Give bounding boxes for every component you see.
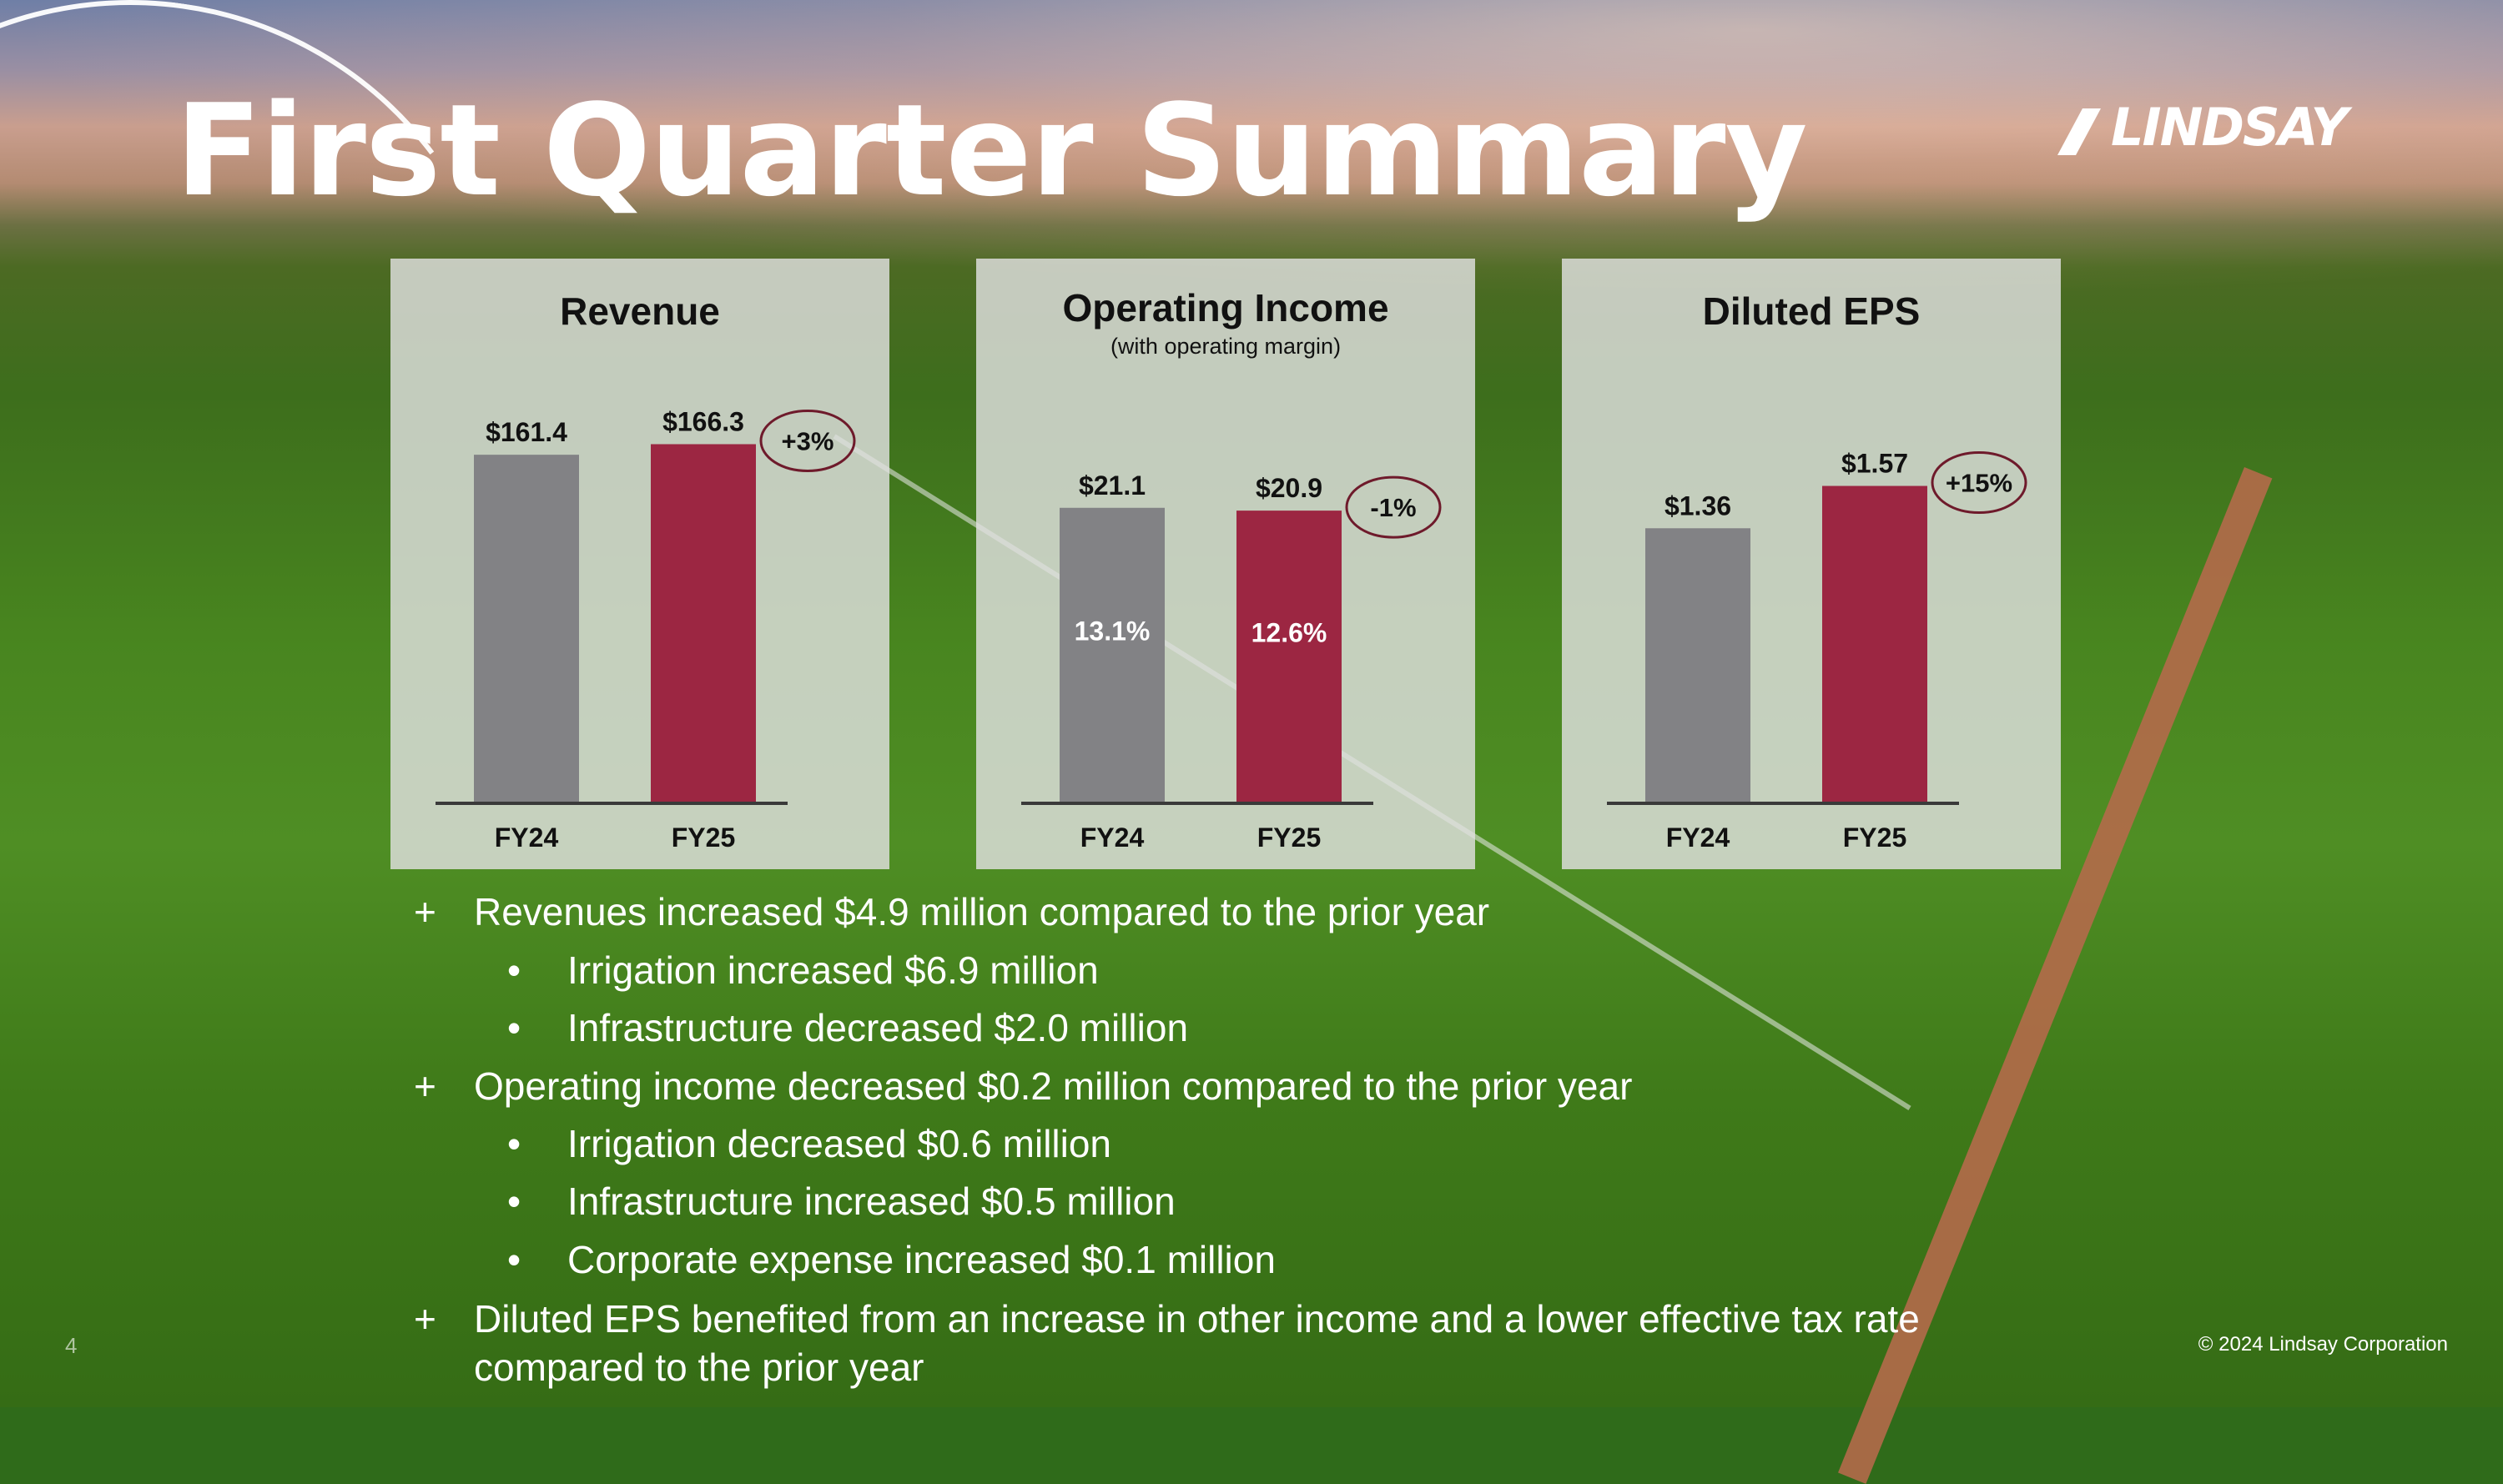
plus-marker-icon: +: [414, 890, 436, 933]
copyright: © 2024 Lindsay Corporation: [2198, 1333, 2448, 1356]
bullet-dot-icon: •: [507, 1180, 521, 1223]
logo-wordmark: LINDSAY: [2111, 97, 2348, 158]
change-callout-label: -1%: [1370, 493, 1416, 522]
bullet-text: Corporate expense increased $0.1 million: [567, 1238, 1276, 1281]
change-callout-oval: [759, 409, 856, 472]
data-label: $20.9: [1256, 473, 1322, 503]
bullet-text: Diluted EPS benefited from an increase i…: [474, 1297, 1920, 1341]
data-label: $1.36: [1664, 490, 1731, 521]
bullet-dot-icon: •: [507, 1006, 521, 1049]
change-callout-oval: [1931, 451, 2027, 515]
plus-marker-icon: +: [414, 1297, 436, 1341]
page-title: First Quarter Summary: [175, 77, 1808, 224]
x-tick-label: FY25: [672, 822, 735, 853]
bullet-text: Irrigation increased $6.9 million: [567, 948, 1099, 992]
operating-income-chart: $21.1 13.1% FY24 $20.9 12.6% FY25 -1%: [1021, 470, 1442, 853]
diluted-eps-chart: $1.36 FY24 $1.57 FY25 +15%: [1607, 449, 2027, 853]
page-number: 4: [65, 1333, 78, 1358]
bar-fy24: [1060, 507, 1165, 802]
margin-label: 12.6%: [1252, 618, 1327, 648]
bullet-text: Revenues increased $4.9 million compared…: [474, 890, 1490, 933]
data-label: $166.3: [662, 406, 744, 436]
revenue-chart-panel: Revenue $161.4 FY24 $166.3 FY25 +3%: [390, 259, 889, 869]
chart-subtitle: (with operating margin): [1110, 334, 1342, 359]
x-tick-label: FY24: [495, 822, 559, 853]
bullet-text: compared to the prior year: [474, 1346, 924, 1389]
chart-title: Operating Income: [1062, 286, 1389, 329]
bar-fy25: [1236, 511, 1342, 802]
change-callout-label: +3%: [782, 426, 834, 455]
chart-title: Revenue: [560, 289, 720, 333]
operating-income-chart-panel: Operating Income (with operating margin)…: [976, 259, 1475, 869]
bullet-dot-icon: •: [507, 1238, 521, 1281]
change-callout-label: +15%: [1946, 469, 2012, 498]
diluted-eps-chart-panel: Diluted EPS $1.36 FY24 $1.57 FY25 +15%: [1562, 259, 2061, 869]
change-callout-oval: [1345, 475, 1442, 539]
sky-haze: [0, 0, 2503, 300]
logo-mark-icon: [2057, 108, 2101, 155]
data-label: $1.57: [1841, 449, 1908, 479]
bullet-text: Irrigation decreased $0.6 million: [567, 1122, 1112, 1165]
bar-fy24: [1645, 528, 1750, 802]
data-label: $21.1: [1079, 470, 1146, 501]
bullet-text: Infrastructure increased $0.5 million: [567, 1180, 1176, 1223]
revenue-chart: $161.4 FY24 $166.3 FY25 +3%: [436, 406, 856, 853]
chart-title: Diluted EPS: [1702, 289, 1921, 333]
x-tick-label: FY25: [1843, 822, 1906, 853]
margin-label: 13.1%: [1075, 616, 1151, 646]
bullet-text: Infrastructure decreased $2.0 million: [567, 1006, 1189, 1049]
bullet-dot-icon: •: [507, 948, 521, 992]
x-tick-label: FY24: [1666, 822, 1730, 853]
bar-fy25: [651, 444, 756, 802]
x-tick-label: FY25: [1257, 822, 1321, 853]
bar-fy25: [1822, 485, 1927, 802]
x-tick-label: FY24: [1080, 822, 1145, 853]
data-label: $161.4: [486, 417, 567, 447]
bullet-text: Operating income decreased $0.2 million …: [474, 1064, 1633, 1108]
plus-marker-icon: +: [414, 1064, 436, 1108]
bar-fy24: [474, 455, 579, 802]
bullet-dot-icon: •: [507, 1122, 521, 1165]
